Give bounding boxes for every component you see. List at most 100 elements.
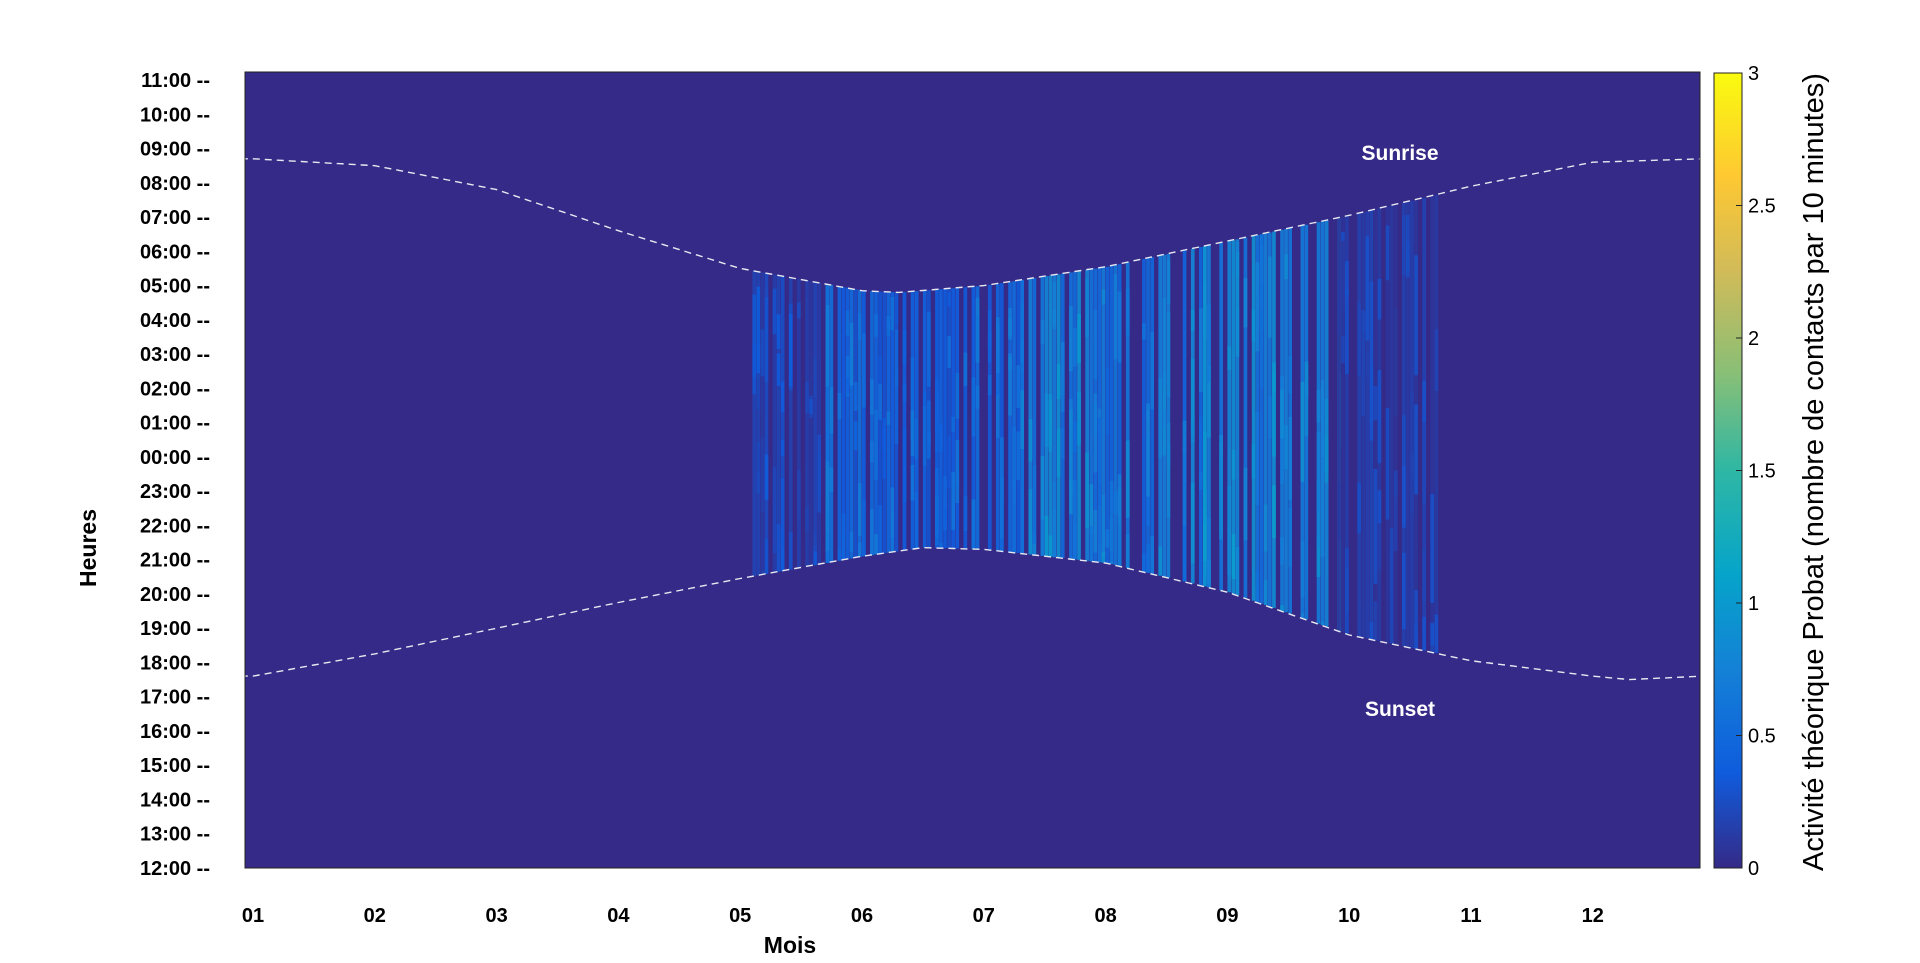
activity-bar (878, 291, 882, 554)
activity-cell (902, 428, 907, 503)
activity-cell (1243, 278, 1248, 328)
activity-bar (1016, 280, 1020, 553)
activity-cell (1105, 529, 1110, 548)
activity-cell (1182, 525, 1187, 582)
activity-cell (1337, 484, 1341, 541)
activity-cell (788, 532, 793, 570)
activity-bar (1028, 278, 1033, 555)
activity-bar (862, 290, 866, 557)
activity-bar (837, 286, 842, 561)
activity-cell (1097, 417, 1102, 506)
activity-cell (1402, 552, 1406, 630)
activity-cell (1304, 364, 1309, 437)
x-tick-label: 03 (485, 905, 507, 927)
activity-cell (1207, 517, 1211, 588)
activity-cell (817, 434, 821, 513)
activity-cell (841, 513, 846, 540)
y-tick-label: 15:00 -- (140, 755, 210, 777)
activity-cell (939, 542, 943, 549)
activity-cell (1060, 379, 1065, 412)
y-tick-label: 21:00 -- (140, 550, 210, 572)
y-tick-label: 05:00 -- (140, 276, 210, 298)
x-axis-ticks: 01 02 03 04 05 06 07 08 09 10 11 12 (242, 905, 1604, 927)
activity-cell (1073, 328, 1077, 367)
activity-bar (809, 281, 813, 566)
activity-cell (756, 286, 761, 374)
activity-cell (776, 353, 781, 386)
activity-cell (760, 475, 765, 512)
activity-cell (862, 333, 866, 408)
activity-cell (1162, 297, 1167, 386)
activity-cell (1089, 525, 1094, 562)
activity-cell (1369, 622, 1374, 640)
activity-cell (1422, 616, 1426, 651)
curves-layer (245, 158, 1700, 681)
activity-cell (1199, 472, 1203, 490)
activity-cell (1414, 255, 1418, 376)
activity-cell (1146, 403, 1150, 421)
colorbar-tick-label: 1 (1748, 593, 1759, 615)
activity-cell (845, 310, 850, 336)
activity-cell (1069, 409, 1073, 494)
activity-cell (1263, 580, 1268, 605)
activity-cell (1251, 443, 1256, 479)
activity-cell (849, 531, 854, 553)
activity-cell (1073, 421, 1077, 453)
activity-cell (1008, 357, 1012, 416)
activity-cell (1357, 302, 1361, 376)
activity-cell (935, 378, 939, 433)
activity-cell (902, 383, 907, 402)
activity-cell (1255, 412, 1260, 506)
activity-cell (1101, 494, 1106, 557)
activity-cell (1430, 622, 1435, 646)
activity-cell (1052, 281, 1057, 330)
activity-bar (780, 275, 785, 572)
y-tick-label: 04:00 -- (140, 310, 210, 332)
activity-bar (1219, 242, 1223, 591)
activity-cell (1060, 342, 1065, 395)
activity-cell (853, 381, 858, 411)
activity-cell (951, 471, 955, 530)
activity-cell (772, 467, 777, 554)
y-tick-label: 06:00 -- (140, 241, 210, 263)
activity-cell (1093, 393, 1098, 473)
activity-cell (1288, 416, 1292, 501)
activity-bar (1113, 265, 1118, 565)
activity-cell (1146, 410, 1150, 497)
colorbar-tick-label: 2 (1748, 328, 1759, 350)
activity-cell (882, 428, 886, 479)
activity-cell (760, 437, 765, 478)
activity-cell (764, 539, 769, 574)
activity-cell (1345, 261, 1349, 296)
activity-cell (1085, 278, 1089, 337)
activity-bar (1085, 269, 1089, 561)
activity-cell (1341, 240, 1345, 337)
y-tick-label: 00:00 -- (140, 447, 210, 469)
activity-cell (1097, 505, 1102, 563)
activity-bar (1142, 259, 1146, 572)
activity-cell (1117, 291, 1122, 363)
activity-cell (1251, 309, 1256, 341)
activity-cell (1227, 486, 1232, 576)
activity-cell (837, 549, 842, 561)
activity-cell (1255, 262, 1260, 352)
x-tick-label: 08 (1094, 905, 1116, 927)
activity-cell (1320, 380, 1325, 458)
activity-bar (1203, 246, 1207, 587)
activity-cell (1113, 491, 1118, 515)
activity-cell (825, 502, 830, 552)
activity-cell (829, 467, 834, 493)
activity-cell (886, 411, 891, 425)
activity-cell (878, 356, 882, 386)
activity-cell (1146, 544, 1150, 573)
activity-cell (1377, 523, 1382, 574)
activity-cell (845, 355, 850, 397)
activity-cell (1150, 332, 1154, 410)
colorbar-tick-label: 3 (1748, 63, 1759, 85)
activity-cell (1158, 378, 1163, 458)
activity-cell (780, 381, 785, 412)
y-tick-label: 18:00 -- (140, 652, 210, 674)
y-tick-label: 22:00 -- (140, 515, 210, 537)
activity-bar (1337, 217, 1341, 631)
activity-bar (752, 270, 757, 577)
